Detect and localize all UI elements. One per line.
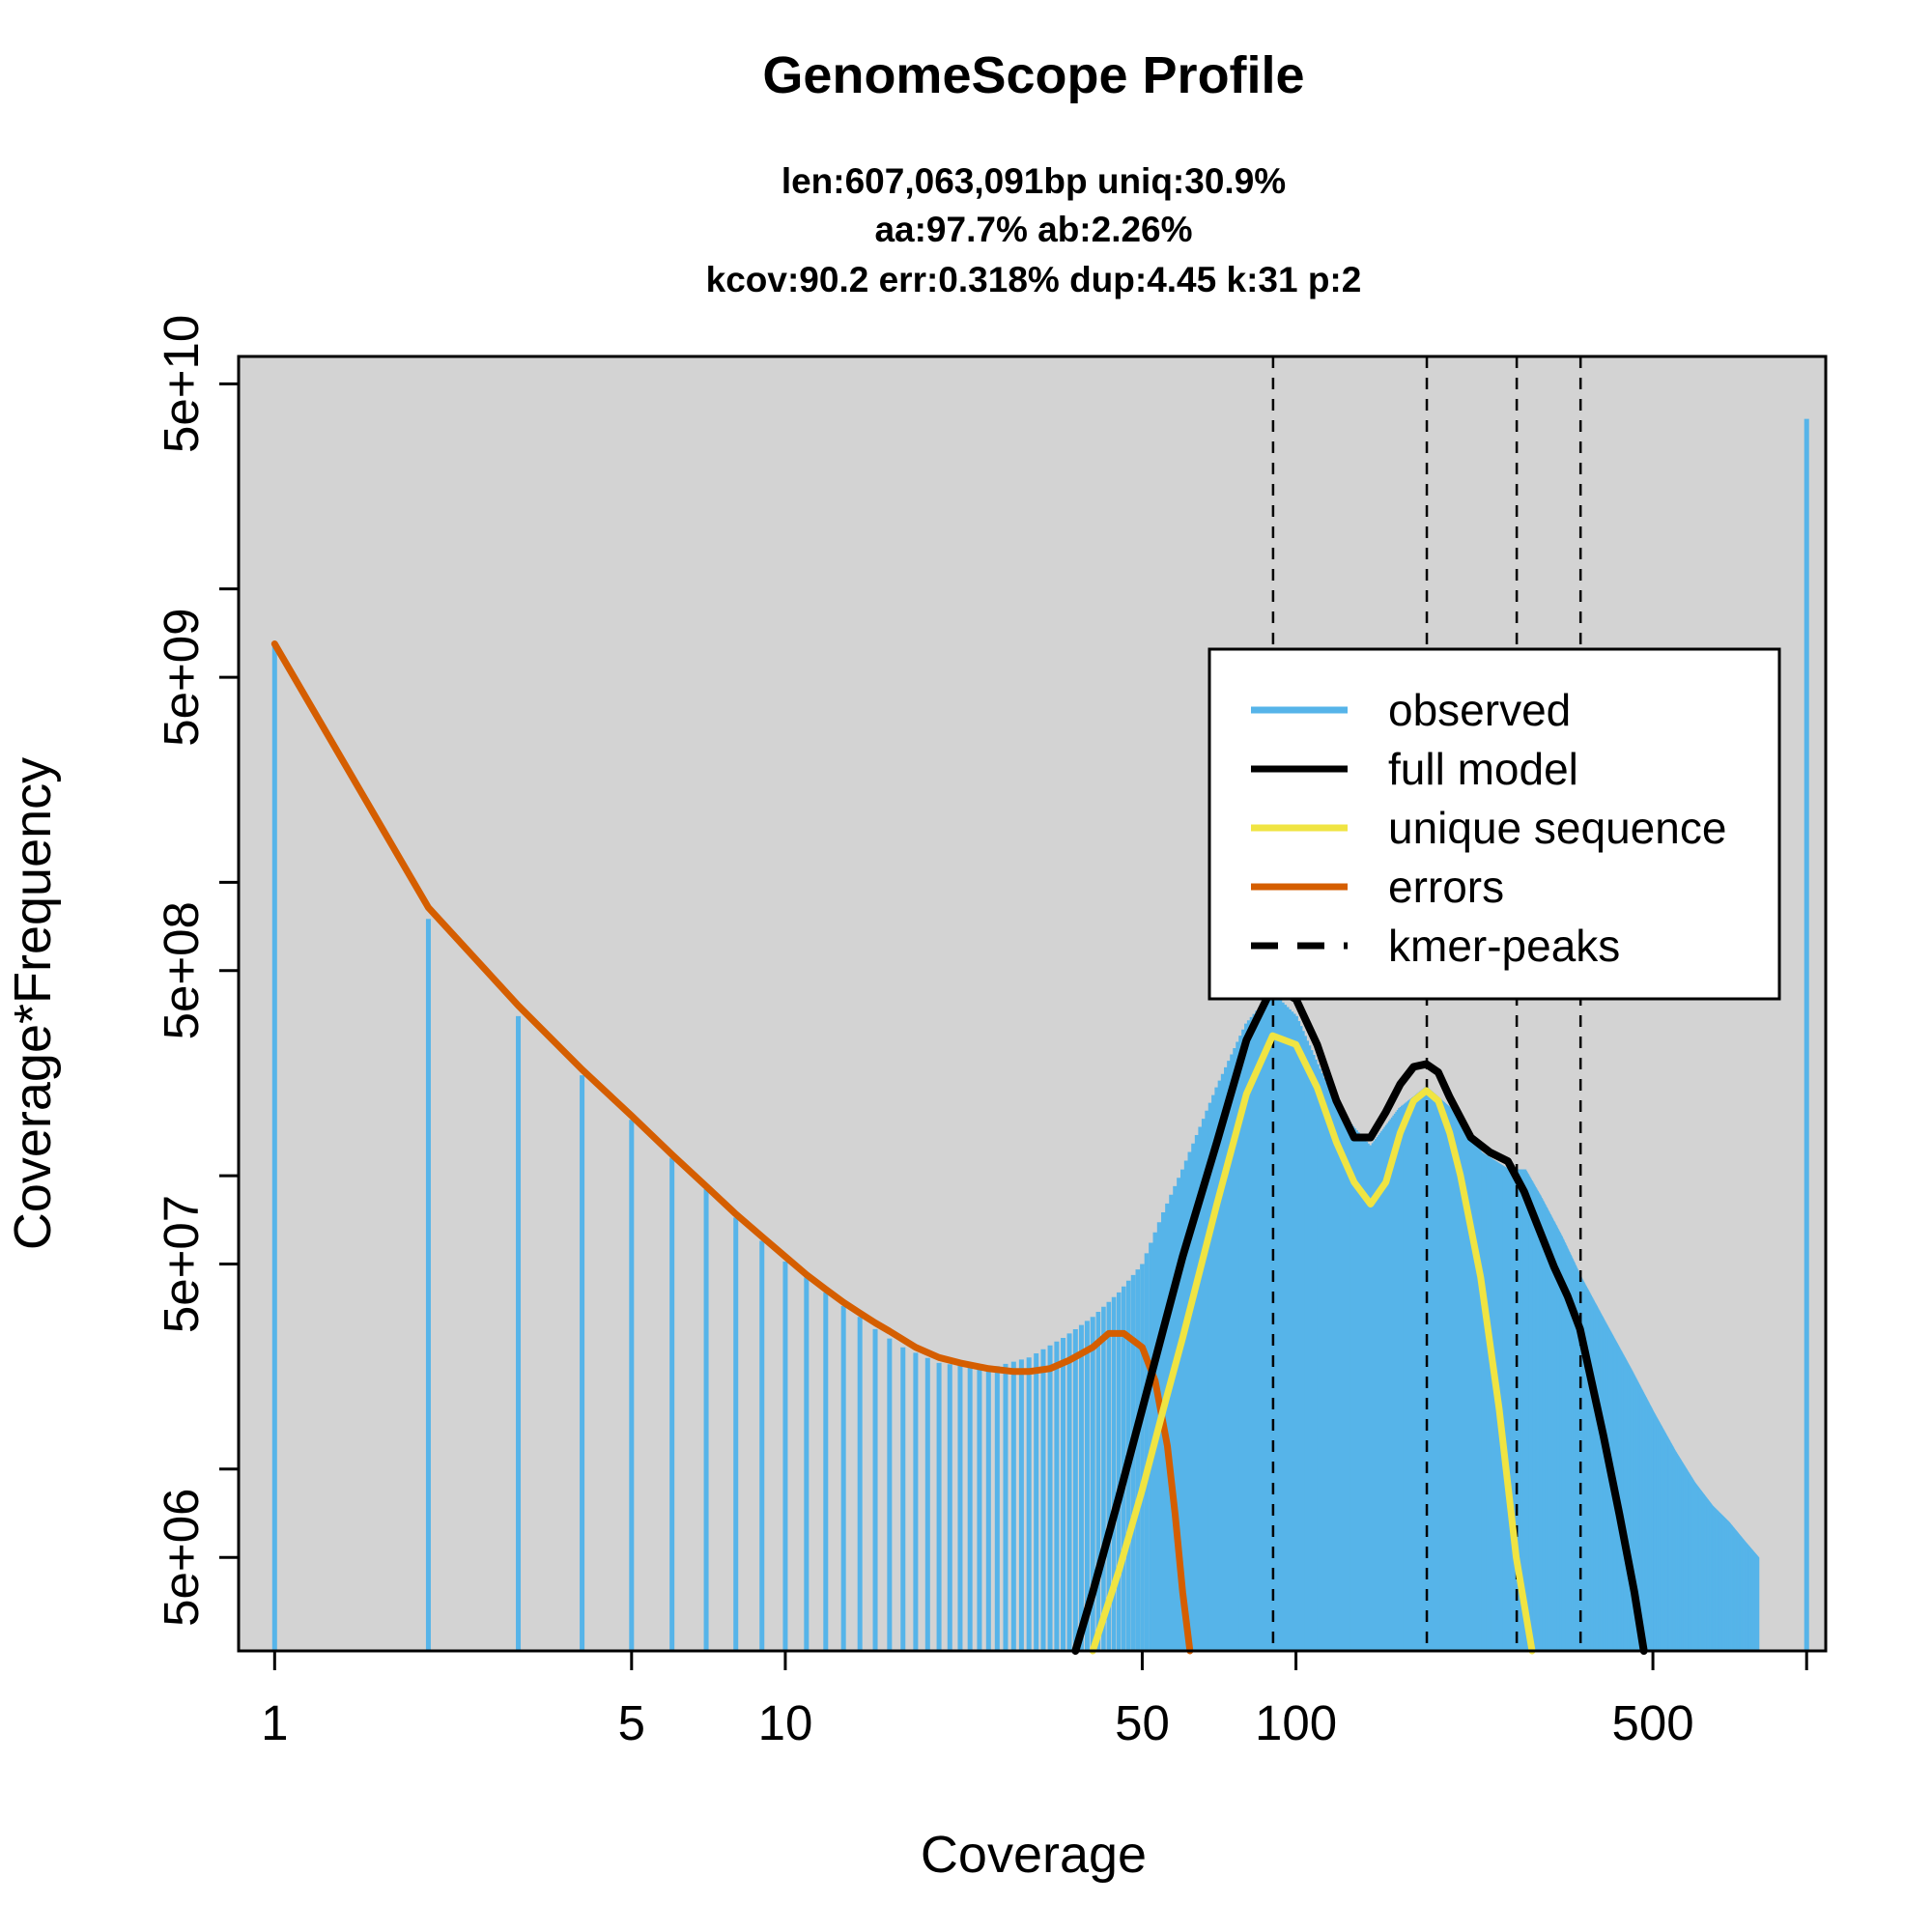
chart-subtitle-line-2: aa:97.7% ab:2.26% [874,210,1192,249]
y-tick-label: 5e+10 [154,315,209,453]
y-tick-label: 5e+08 [154,901,209,1039]
y-tick-label: 5e+07 [154,1195,209,1333]
x-tick-label: 5 [618,1695,645,1750]
chart-legend: observed full model unique sequence errors k… [1208,647,1781,1001]
chart-title: GenomeScope Profile [762,46,1304,104]
legend-label: full model [1388,744,1578,794]
chart-subtitle-line-1: len:607,063,091bp uniq:30.9% [781,161,1286,201]
x-axis: 1 5 10 50 100 500 [261,1651,1808,1750]
legend-label: errors [1388,862,1504,912]
legend-label: unique sequence [1388,803,1726,853]
unique-sequence-line [1089,1032,1536,1655]
y-tick-label: 5e+06 [154,1489,209,1627]
model-lines [270,639,1648,1655]
legend-label: observed [1388,685,1571,735]
y-axis: 5e+06 5e+07 5e+08 5e+09 5e+10 [154,315,239,1627]
x-tick-label: 500 [1612,1695,1694,1750]
x-tick-label: 50 [1115,1695,1170,1750]
y-axis-label: Coverage*Frequency [4,757,62,1250]
full-model-line [1071,982,1648,1655]
y-tick-label: 5e+09 [154,608,209,746]
legend-label: kmer-peaks [1388,921,1620,971]
kmer-peak-lines [1271,356,1582,1651]
x-tick-label: 10 [758,1695,813,1750]
errors-line [270,639,1194,1655]
x-axis-label: Coverage [921,1826,1147,1884]
chart-subtitle-line-3: kcov:90.2 err:0.318% dup:4.45 k:31 p:2 [706,260,1362,299]
plot-frame [237,355,1828,1653]
observed-series [271,418,1809,1651]
x-tick-label: 100 [1255,1695,1337,1750]
x-tick-label: 1 [261,1695,288,1750]
